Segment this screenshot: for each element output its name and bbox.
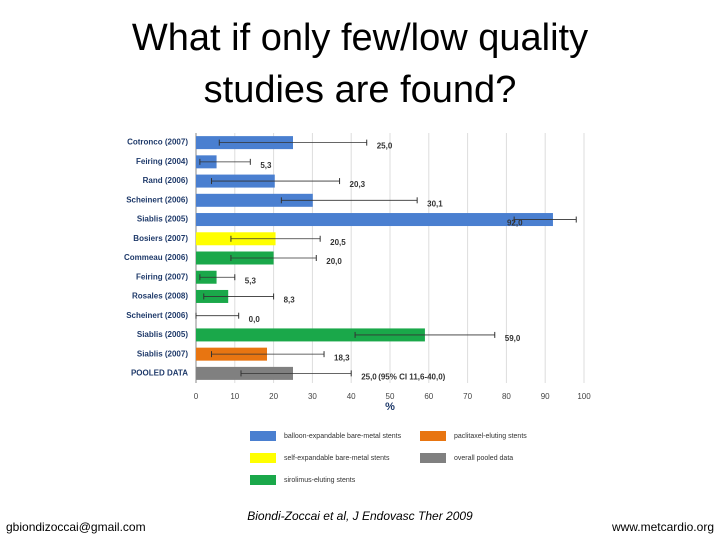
value-label: 20,0 [326, 257, 342, 266]
legend-label: paclitaxel-eluting stents [454, 433, 527, 440]
category-label: Rand (2006) [143, 176, 189, 185]
category-label: Siablis (2005) [137, 330, 188, 339]
value-label: 92,0 [507, 219, 523, 228]
legend-label: balloon-expandable bare-metal stents [284, 433, 402, 440]
x-tick-label: 10 [230, 392, 239, 401]
legend-label: overall pooled data [454, 455, 513, 462]
category-label: Siablis (2007) [137, 349, 188, 358]
title-line: studies are found? [204, 69, 517, 111]
bar [196, 213, 553, 227]
x-tick-label: 30 [308, 392, 317, 401]
value-label: 30,1 [427, 199, 443, 208]
category-label: Scheinert (2006) [126, 311, 188, 320]
legend-swatch [250, 475, 276, 485]
category-label: POOLED DATA [131, 368, 188, 377]
category-label: Cotronco (2007) [127, 138, 188, 147]
x-tick-label: 40 [347, 392, 356, 401]
value-label: 8,3 [284, 296, 296, 305]
value-label: 0,0 [249, 315, 261, 324]
category-label: Bosiers (2007) [133, 234, 188, 243]
x-tick-label: 50 [386, 392, 395, 401]
legend-swatch [250, 431, 276, 441]
x-tick-label: 60 [424, 392, 433, 401]
bar [196, 193, 313, 207]
value-label: 25,0 [361, 372, 377, 381]
value-label: 25,0 [377, 142, 393, 151]
x-tick-label: 70 [463, 392, 472, 401]
footer-site: www.metcardio.org [611, 520, 714, 534]
x-tick-label: 80 [502, 392, 511, 401]
value-label: 20,3 [350, 180, 366, 189]
footer-citation: Biondi-Zoccai et al, J Endovasc Ther 200… [247, 509, 473, 523]
bar [196, 328, 425, 342]
value-label: 18,3 [334, 353, 350, 362]
category-label: Siablis (2005) [137, 215, 188, 224]
legend-label: sirolimus-eluting stents [284, 477, 356, 484]
category-label: Commeau (2006) [124, 253, 188, 262]
value-label: 5,3 [245, 276, 257, 285]
category-label: Feiring (2004) [136, 157, 188, 166]
x-tick-label: 0 [194, 392, 199, 401]
value-label: 59,0 [505, 334, 521, 343]
annotation: (95% CI 11,6-40,0) [378, 372, 445, 381]
footer-email: gbiondizoccai@gmail.com [6, 520, 146, 534]
x-axis-label: % [385, 401, 395, 413]
value-label: 5,3 [260, 161, 272, 170]
x-tick-label: 20 [269, 392, 278, 401]
x-tick-label: 100 [577, 392, 591, 401]
category-label: Scheinert (2006) [126, 195, 188, 204]
category-label: Feiring (2007) [136, 272, 188, 281]
value-label: 20,5 [330, 238, 346, 247]
legend-swatch [420, 431, 446, 441]
title-line: What if only few/low quality [132, 17, 588, 59]
x-tick-label: 90 [541, 392, 550, 401]
category-label: Rosales (2008) [132, 292, 188, 301]
legend-swatch [420, 453, 446, 463]
legend-label: self-expandable bare-metal stents [284, 455, 390, 462]
legend-swatch [250, 453, 276, 463]
